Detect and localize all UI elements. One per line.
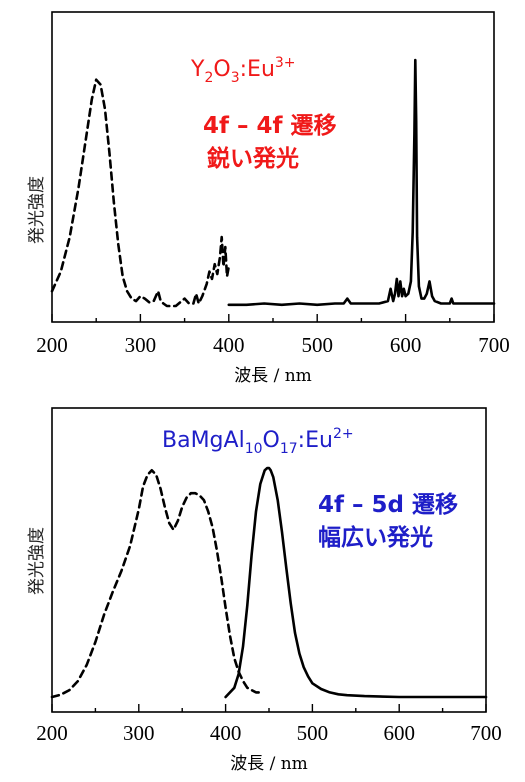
x-tick-label: 600 xyxy=(390,333,422,357)
chart-title-top: Y2O3:Eu3+ xyxy=(190,55,296,86)
annotation-line2-bottom: 幅広い発光 xyxy=(318,524,433,551)
emission-spectrum-line xyxy=(227,58,496,307)
y-axis-label-bottom: 発光強度 xyxy=(27,527,47,595)
x-ticks-bottom: 200 300 400 500 600 700 xyxy=(36,704,502,745)
series-group-top xyxy=(50,58,496,308)
excitation-spectrum-line xyxy=(50,78,231,308)
x-tick-label: 500 xyxy=(297,721,329,745)
x-tick-label: 500 xyxy=(301,333,333,357)
chart-title-bottom: BaMgAl10O17:Eu2+ xyxy=(162,426,354,457)
x-tick-label: 300 xyxy=(123,721,155,745)
x-tick-label: 400 xyxy=(213,333,245,357)
excitation-spectrum-line xyxy=(50,468,262,699)
chart-y2o3-eu: 発光強度 200 300 400 500 600 700 波長 / nm Y2O3:Eu3… xyxy=(27,11,510,386)
x-axis-label-bottom: 波長 / nm xyxy=(230,754,308,774)
x-tick-label: 700 xyxy=(478,333,510,357)
plot-frame-bottom xyxy=(51,407,487,713)
x-axis-label-top: 波長 / nm xyxy=(234,366,312,386)
annotation-line1-bottom: 4f – 5d 遷移 xyxy=(318,492,458,518)
x-tick-label: 400 xyxy=(210,721,242,745)
x-tick-label: 700 xyxy=(470,721,502,745)
annotation-line1-top: 4f – 4f 遷移 xyxy=(203,113,337,139)
annotation-line2-top: 鋭い発光 xyxy=(207,145,299,172)
chart-bamgal-eu: 発光強度 200 300 400 500 600 700 波長 / nm BaMgAl10… xyxy=(27,407,502,774)
x-tick-label: 200 xyxy=(36,721,68,745)
x-tick-label: 300 xyxy=(125,333,157,357)
x-ticks-top: 200 300 400 500 600 700 xyxy=(36,314,510,357)
emission-spectrum-line xyxy=(224,466,488,699)
y-axis-label-top: 発光強度 xyxy=(27,176,47,244)
x-tick-label: 600 xyxy=(383,721,415,745)
series-group-bottom xyxy=(50,466,488,699)
x-tick-label: 200 xyxy=(36,333,68,357)
